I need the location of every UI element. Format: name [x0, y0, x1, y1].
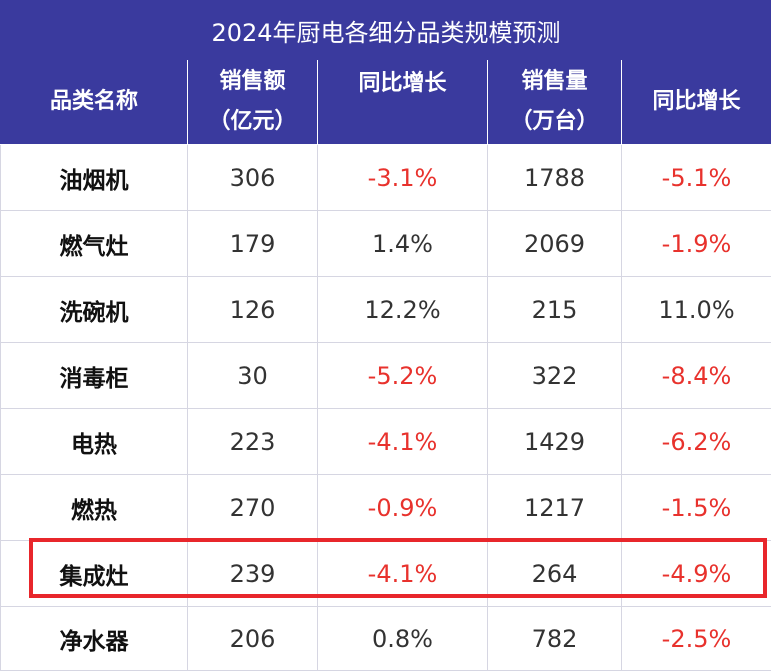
sales-cell: 270	[188, 475, 318, 541]
volume-yoy-cell: -5.1%	[622, 145, 771, 211]
column-header-line1: 销售量	[488, 62, 621, 102]
column-header-category: 品类名称	[1, 60, 188, 145]
column-header-row: 品类名称 销售额 （亿元） 同比增长 销售量 （万台） 同比增长	[1, 60, 771, 145]
category-cell: 消毒柜	[1, 343, 188, 409]
column-header-volume: 销售量 （万台）	[488, 60, 622, 145]
sales-yoy-cell: -4.1%	[318, 541, 488, 607]
sales-cell: 126	[188, 277, 318, 343]
sales-cell: 306	[188, 145, 318, 211]
table-title-row: 2024年厨电各细分品类规模预测	[1, 1, 771, 60]
sales-cell: 30	[188, 343, 318, 409]
sales-yoy-cell: -5.2%	[318, 343, 488, 409]
volume-cell: 782	[488, 607, 622, 671]
table-title: 2024年厨电各细分品类规模预测	[1, 1, 771, 60]
volume-yoy-cell: 11.0%	[622, 277, 771, 343]
sales-cell: 223	[188, 409, 318, 475]
volume-yoy-cell: -6.2%	[622, 409, 771, 475]
column-header-line2: （亿元）	[188, 102, 317, 142]
category-cell: 集成灶	[1, 541, 188, 607]
column-header-line1: 销售额	[188, 62, 317, 102]
volume-cell: 1217	[488, 475, 622, 541]
volume-yoy-cell: -2.5%	[622, 607, 771, 671]
sales-yoy-cell: 0.8%	[318, 607, 488, 671]
sales-yoy-cell: -0.9%	[318, 475, 488, 541]
volume-cell: 1788	[488, 145, 622, 211]
column-header-line1: 同比增长	[622, 82, 771, 122]
category-cell: 净水器	[1, 607, 188, 671]
sales-cell: 206	[188, 607, 318, 671]
sales-cell: 239	[188, 541, 318, 607]
volume-cell: 322	[488, 343, 622, 409]
column-header-line1: 同比增长	[318, 64, 487, 104]
column-header-sales: 销售额 （亿元）	[188, 60, 318, 145]
volume-yoy-cell: -8.4%	[622, 343, 771, 409]
category-cell: 电热	[1, 409, 188, 475]
sales-yoy-cell: 1.4%	[318, 211, 488, 277]
volume-cell: 264	[488, 541, 622, 607]
sales-cell: 179	[188, 211, 318, 277]
sales-yoy-cell: -3.1%	[318, 145, 488, 211]
volume-cell: 215	[488, 277, 622, 343]
sales-yoy-cell: -4.1%	[318, 409, 488, 475]
sales-yoy-cell: 12.2%	[318, 277, 488, 343]
volume-yoy-cell: -1.9%	[622, 211, 771, 277]
volume-yoy-cell: -4.9%	[622, 541, 771, 607]
volume-yoy-cell: -1.5%	[622, 475, 771, 541]
category-cell: 洗碗机	[1, 277, 188, 343]
category-cell: 燃热	[1, 475, 188, 541]
category-cell: 油烟机	[1, 145, 188, 211]
volume-cell: 2069	[488, 211, 622, 277]
column-header-sales-yoy: 同比增长	[318, 60, 488, 145]
category-cell: 燃气灶	[1, 211, 188, 277]
volume-cell: 1429	[488, 409, 622, 475]
column-header-volume-yoy: 同比增长	[622, 60, 771, 145]
column-header-line1: 品类名称	[1, 82, 187, 122]
column-header-line2: （万台）	[488, 102, 621, 142]
